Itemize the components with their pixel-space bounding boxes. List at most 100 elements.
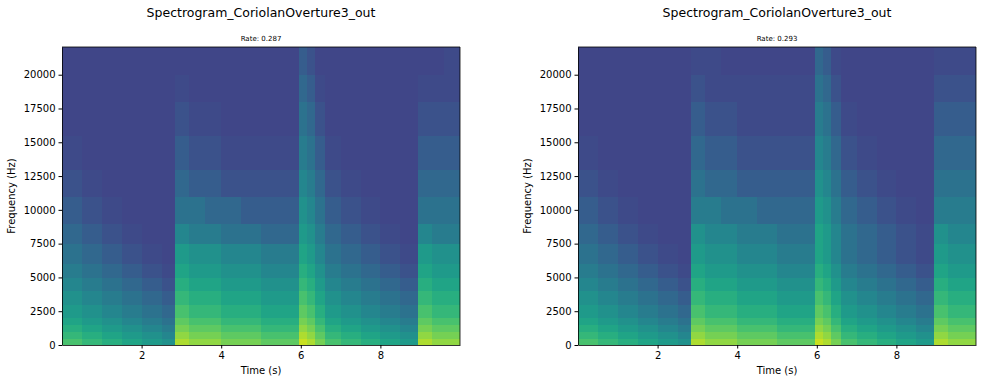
cell — [221, 291, 241, 305]
cell — [857, 277, 877, 291]
cell — [960, 136, 976, 170]
cell — [221, 75, 241, 103]
cell — [400, 47, 418, 75]
cell — [418, 244, 432, 265]
cell — [896, 244, 916, 265]
cell — [960, 304, 976, 318]
cell — [122, 75, 142, 103]
cell — [205, 136, 221, 170]
cell — [797, 169, 815, 197]
cell — [721, 102, 737, 136]
cell — [691, 102, 705, 136]
cell — [261, 223, 281, 244]
cell — [241, 223, 261, 244]
cell — [618, 169, 638, 197]
cell — [432, 136, 444, 170]
cell — [678, 75, 692, 103]
cell — [325, 169, 341, 197]
cell — [281, 102, 299, 136]
cell — [241, 304, 261, 318]
cell — [721, 331, 737, 338]
y-tick-label: 17500 — [540, 103, 572, 114]
cell — [341, 102, 361, 136]
cell — [678, 169, 692, 197]
cell — [205, 338, 221, 345]
cell — [598, 331, 618, 338]
cell — [62, 196, 82, 224]
cell — [380, 338, 400, 345]
cell — [62, 291, 82, 305]
cell — [721, 338, 737, 345]
cell — [189, 304, 205, 318]
cell — [361, 318, 381, 325]
cell — [380, 136, 400, 170]
cell — [122, 264, 142, 278]
cell — [691, 264, 705, 278]
cell — [122, 338, 142, 345]
cell — [678, 196, 692, 224]
cell — [578, 196, 598, 224]
cell — [658, 136, 678, 170]
cell — [432, 325, 444, 332]
y-tick-label: 0 — [565, 340, 571, 351]
cell — [815, 196, 823, 224]
cell — [444, 102, 460, 136]
cell — [705, 277, 721, 291]
cell — [705, 223, 721, 244]
cell — [598, 169, 618, 197]
x-tick: 2 — [139, 345, 145, 361]
cell — [189, 102, 205, 136]
cell — [62, 169, 82, 197]
cell — [341, 338, 361, 345]
cell — [841, 325, 857, 332]
cell — [815, 331, 823, 338]
cell — [831, 318, 841, 325]
cell — [444, 47, 460, 75]
x-tick-mark — [658, 345, 659, 349]
x-tick: 6 — [814, 345, 820, 361]
cell — [205, 196, 221, 224]
cell — [307, 264, 315, 278]
cell — [361, 169, 381, 197]
y-tick: 5000 — [546, 272, 578, 283]
cell — [444, 291, 460, 305]
cell — [261, 331, 281, 338]
cell — [960, 244, 976, 265]
cell — [857, 196, 877, 224]
cell — [797, 223, 815, 244]
cell — [142, 75, 162, 103]
cell — [841, 277, 857, 291]
cell — [221, 169, 241, 197]
cell — [205, 169, 221, 197]
cell — [916, 169, 934, 197]
cell — [705, 75, 721, 103]
cell — [341, 264, 361, 278]
cell — [960, 325, 976, 332]
cell — [934, 304, 948, 318]
cell — [315, 47, 325, 75]
title: Spectrogram_CoriolanOverture3_out — [663, 5, 892, 20]
cell — [432, 102, 444, 136]
cell — [857, 47, 877, 75]
cell — [281, 325, 299, 332]
y-tick-mark — [59, 277, 63, 278]
cell — [307, 47, 315, 75]
cell — [815, 223, 823, 244]
cell — [205, 244, 221, 265]
cell — [960, 291, 976, 305]
cell — [102, 304, 122, 318]
x-axis-line — [63, 345, 461, 346]
cell — [658, 325, 678, 332]
cells — [578, 47, 976, 345]
cell — [896, 169, 916, 197]
cell — [578, 304, 598, 318]
cell — [896, 102, 916, 136]
cell — [948, 102, 960, 136]
cell — [325, 304, 341, 318]
cell — [678, 223, 692, 244]
cell — [896, 318, 916, 325]
cell — [815, 47, 823, 75]
cell — [934, 102, 948, 136]
cell — [221, 223, 241, 244]
cell — [841, 47, 857, 75]
